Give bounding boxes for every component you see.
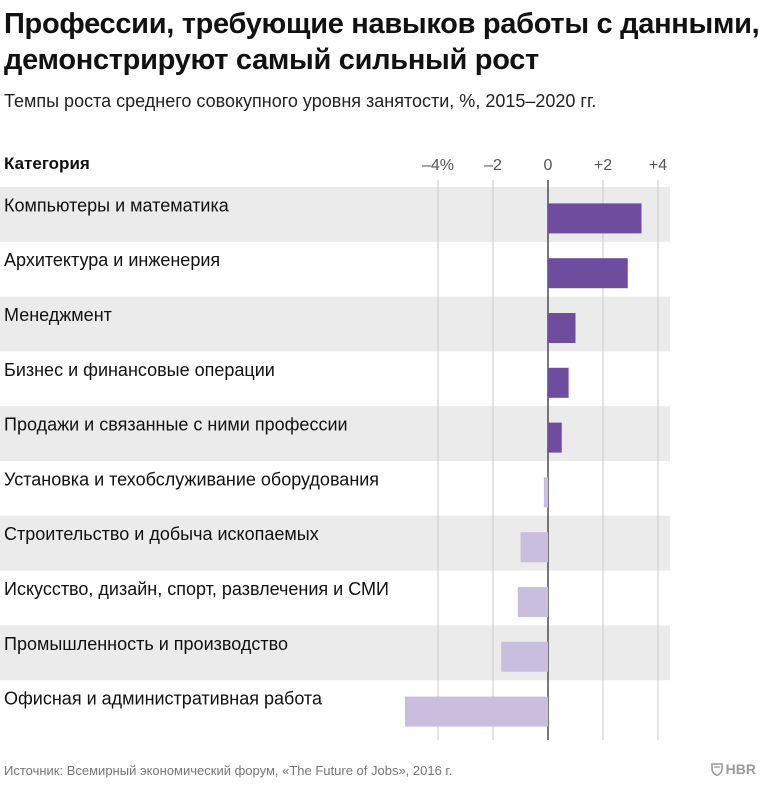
category-label: Промышленность и производство — [4, 634, 288, 654]
category-label: Компьютеры и математика — [4, 195, 230, 215]
row-band — [0, 625, 670, 681]
category-label: Архитектура и инженерия — [4, 250, 220, 270]
bar — [501, 641, 548, 672]
bar-chart: Компьютеры и математика Архитектура и инж… — [0, 154, 670, 740]
x-tick-label: 0 — [544, 157, 553, 174]
category-header: Категория — [4, 154, 90, 173]
category-label: Искусство, дизайн, спорт, развлечения и … — [4, 579, 389, 599]
bar — [548, 313, 576, 343]
bar — [405, 696, 548, 727]
x-tick-label: –2 — [484, 157, 502, 174]
bar — [543, 477, 548, 508]
category-label: Бизнес и финансовые операции — [4, 360, 275, 380]
bar — [517, 587, 548, 617]
row-band — [0, 515, 670, 571]
bar — [520, 532, 548, 563]
chart-subtitle: Темпы роста среднего совокупного уровня … — [4, 91, 597, 111]
category-label: Офисная и административная работа — [4, 689, 323, 709]
category-label: Менеджмент — [4, 305, 112, 325]
hbr-logo: HBR — [710, 761, 756, 777]
shield-icon — [710, 762, 723, 776]
bar — [548, 258, 628, 289]
bar — [548, 367, 569, 398]
logo-text: HBR — [725, 761, 756, 777]
source-note: Источник: Всемирный экономический форум,… — [4, 763, 453, 778]
category-label: Продажи и связанные с ними профессии — [4, 415, 348, 435]
bar — [548, 422, 562, 453]
chart-title: Профессии, требующие навыков работы с да… — [4, 8, 760, 76]
x-tick-label: +2 — [594, 157, 612, 174]
bar — [548, 203, 642, 234]
x-tick-label: –4% — [422, 157, 454, 174]
x-tick-label: +4 — [649, 157, 667, 174]
category-label: Установка и техобслуживание оборудования — [4, 469, 379, 489]
category-label: Строительство и добыча ископаемых — [4, 524, 319, 544]
